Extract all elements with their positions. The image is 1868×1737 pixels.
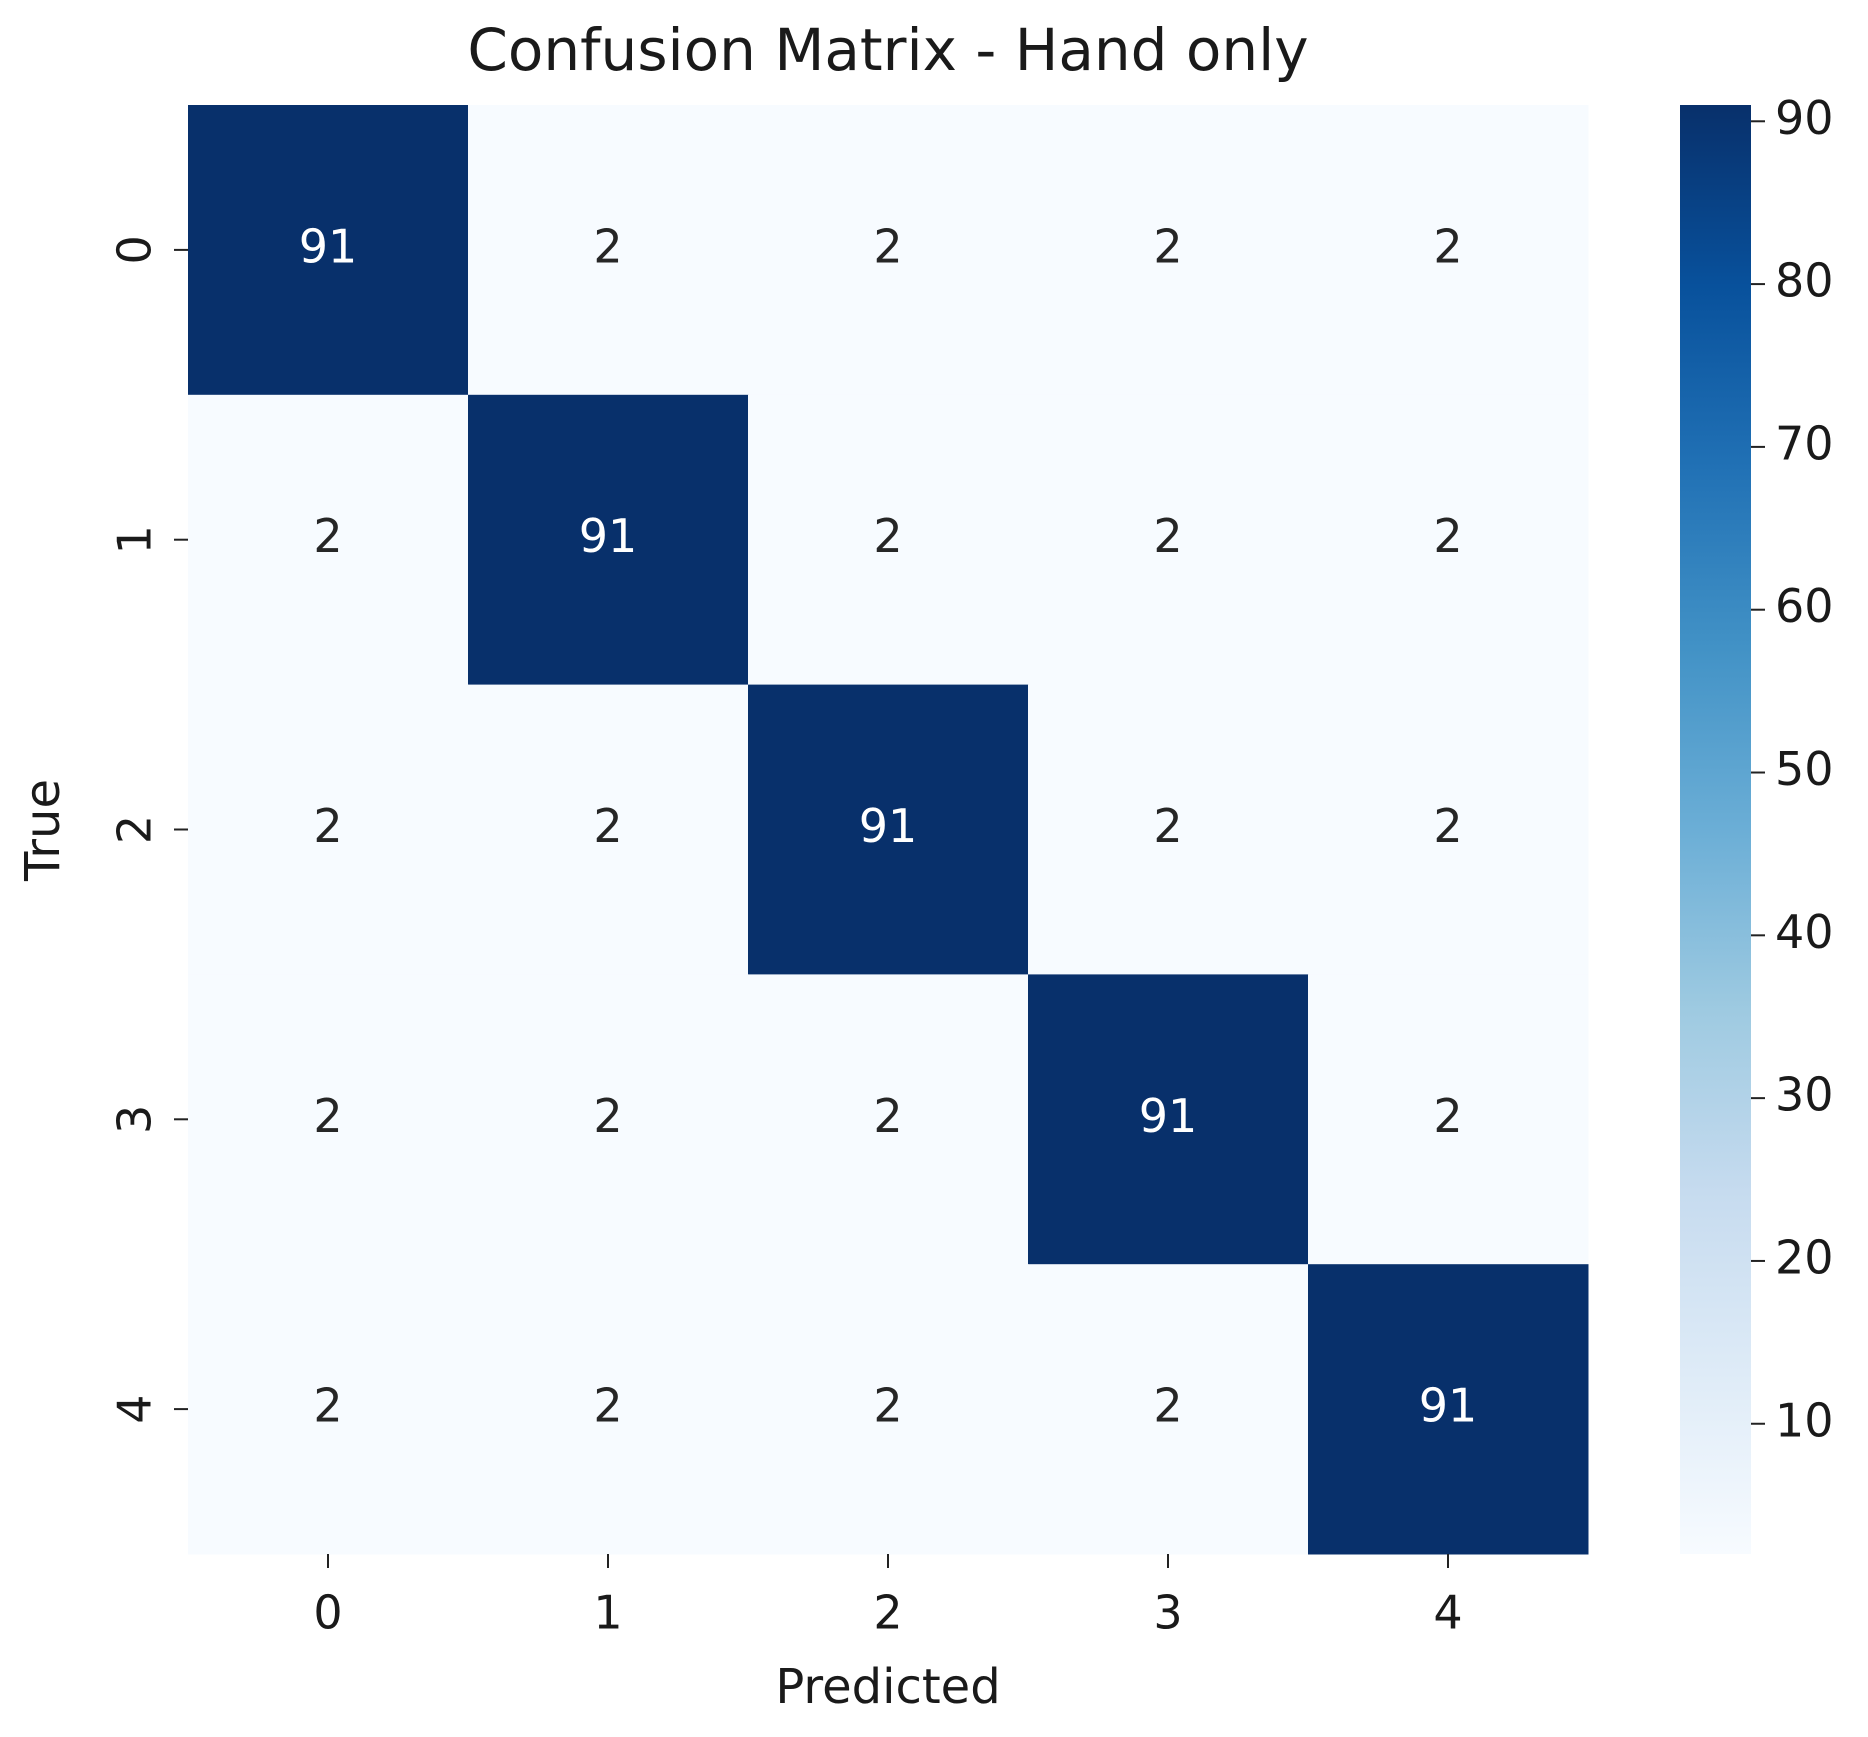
heatmap-cell bbox=[748, 394, 1029, 686]
heatmap-cell bbox=[1028, 394, 1309, 686]
heatmap-cell bbox=[1028, 684, 1309, 975]
y-axis-label: True bbox=[15, 779, 71, 882]
heatmap-cell bbox=[468, 1264, 749, 1555]
cell-label: 2 bbox=[313, 1089, 342, 1143]
colorbar-tick-label: 80 bbox=[1775, 254, 1834, 308]
heatmap-cell bbox=[748, 105, 1029, 396]
cell-label: 2 bbox=[593, 219, 622, 273]
heatmap-cell bbox=[1308, 1264, 1589, 1555]
heatmap-cell bbox=[1308, 974, 1589, 1265]
chart-title: Confusion Matrix - Hand only bbox=[467, 16, 1308, 84]
colorbar-tick-label: 10 bbox=[1775, 1393, 1834, 1447]
cell-label: 2 bbox=[1153, 219, 1182, 273]
colorbar-tick-label: 70 bbox=[1775, 416, 1834, 470]
y-tick-label: 4 bbox=[108, 1394, 162, 1423]
cell-label: 2 bbox=[873, 1089, 902, 1143]
heatmap-cell bbox=[188, 1264, 469, 1555]
heatmap-cell bbox=[188, 974, 469, 1265]
colorbar-tick-label: 40 bbox=[1775, 905, 1834, 959]
cell-label: 2 bbox=[873, 219, 902, 273]
heatmap-cell bbox=[468, 394, 749, 686]
cell-label: 91 bbox=[299, 219, 358, 273]
x-tick-label: 1 bbox=[593, 1586, 622, 1640]
heatmap-cell bbox=[468, 105, 749, 396]
cell-label: 2 bbox=[593, 1089, 622, 1143]
cell-label: 2 bbox=[593, 1379, 622, 1433]
cell-label: 2 bbox=[313, 799, 342, 853]
cell-label: 2 bbox=[313, 509, 342, 563]
y-tick-label: 2 bbox=[108, 815, 162, 844]
y-tick-label: 0 bbox=[108, 235, 162, 264]
heatmap-cell bbox=[1028, 1264, 1309, 1555]
heatmap-cell bbox=[1308, 684, 1589, 975]
x-tick-label: 3 bbox=[1153, 1586, 1182, 1640]
cell-label: 2 bbox=[1153, 1379, 1182, 1433]
cell-label: 2 bbox=[593, 799, 622, 853]
heatmap-cell bbox=[468, 974, 749, 1265]
x-tick-label: 0 bbox=[313, 1586, 342, 1640]
heatmap-cell bbox=[188, 684, 469, 975]
cell-label: 2 bbox=[1153, 509, 1182, 563]
colorbar-tick-label: 30 bbox=[1775, 1068, 1834, 1122]
heatmap-cell bbox=[468, 684, 749, 975]
cell-label: 2 bbox=[873, 1379, 902, 1433]
cell-label: 91 bbox=[1419, 1379, 1478, 1433]
cell-label: 91 bbox=[1139, 1089, 1198, 1143]
colorbar-tick-label: 90 bbox=[1775, 91, 1834, 145]
cell-label: 2 bbox=[873, 509, 902, 563]
heatmap-cell bbox=[1028, 105, 1309, 396]
heatmap-cell bbox=[1308, 105, 1589, 396]
heatmap-cell bbox=[748, 684, 1029, 975]
colorbar bbox=[1680, 105, 1751, 1554]
colorbar-tick-label: 20 bbox=[1775, 1230, 1834, 1284]
y-tick-label: 3 bbox=[108, 1105, 162, 1134]
heatmap-cell bbox=[748, 974, 1029, 1265]
x-tick-label: 2 bbox=[873, 1586, 902, 1640]
cell-label: 91 bbox=[579, 509, 638, 563]
heatmap-cell bbox=[188, 394, 469, 686]
heatmap-cell bbox=[748, 1264, 1029, 1555]
colorbar-tick-label: 50 bbox=[1775, 742, 1834, 796]
cell-label: 2 bbox=[1433, 799, 1462, 853]
cell-label: 2 bbox=[1153, 799, 1182, 853]
cell-label: 2 bbox=[1433, 509, 1462, 563]
x-axis-label: Predicted bbox=[775, 1659, 1000, 1715]
cell-label: 2 bbox=[1433, 219, 1462, 273]
heatmap-cell bbox=[1308, 394, 1589, 686]
x-tick-label: 4 bbox=[1433, 1586, 1462, 1640]
cell-label: 91 bbox=[859, 799, 918, 853]
cell-label: 2 bbox=[1433, 1089, 1462, 1143]
heatmap-cell bbox=[188, 105, 469, 396]
colorbar-tick-label: 60 bbox=[1775, 579, 1834, 633]
y-tick-label: 1 bbox=[108, 525, 162, 554]
heatmap-cell bbox=[1028, 974, 1309, 1265]
cell-label: 2 bbox=[313, 1379, 342, 1433]
